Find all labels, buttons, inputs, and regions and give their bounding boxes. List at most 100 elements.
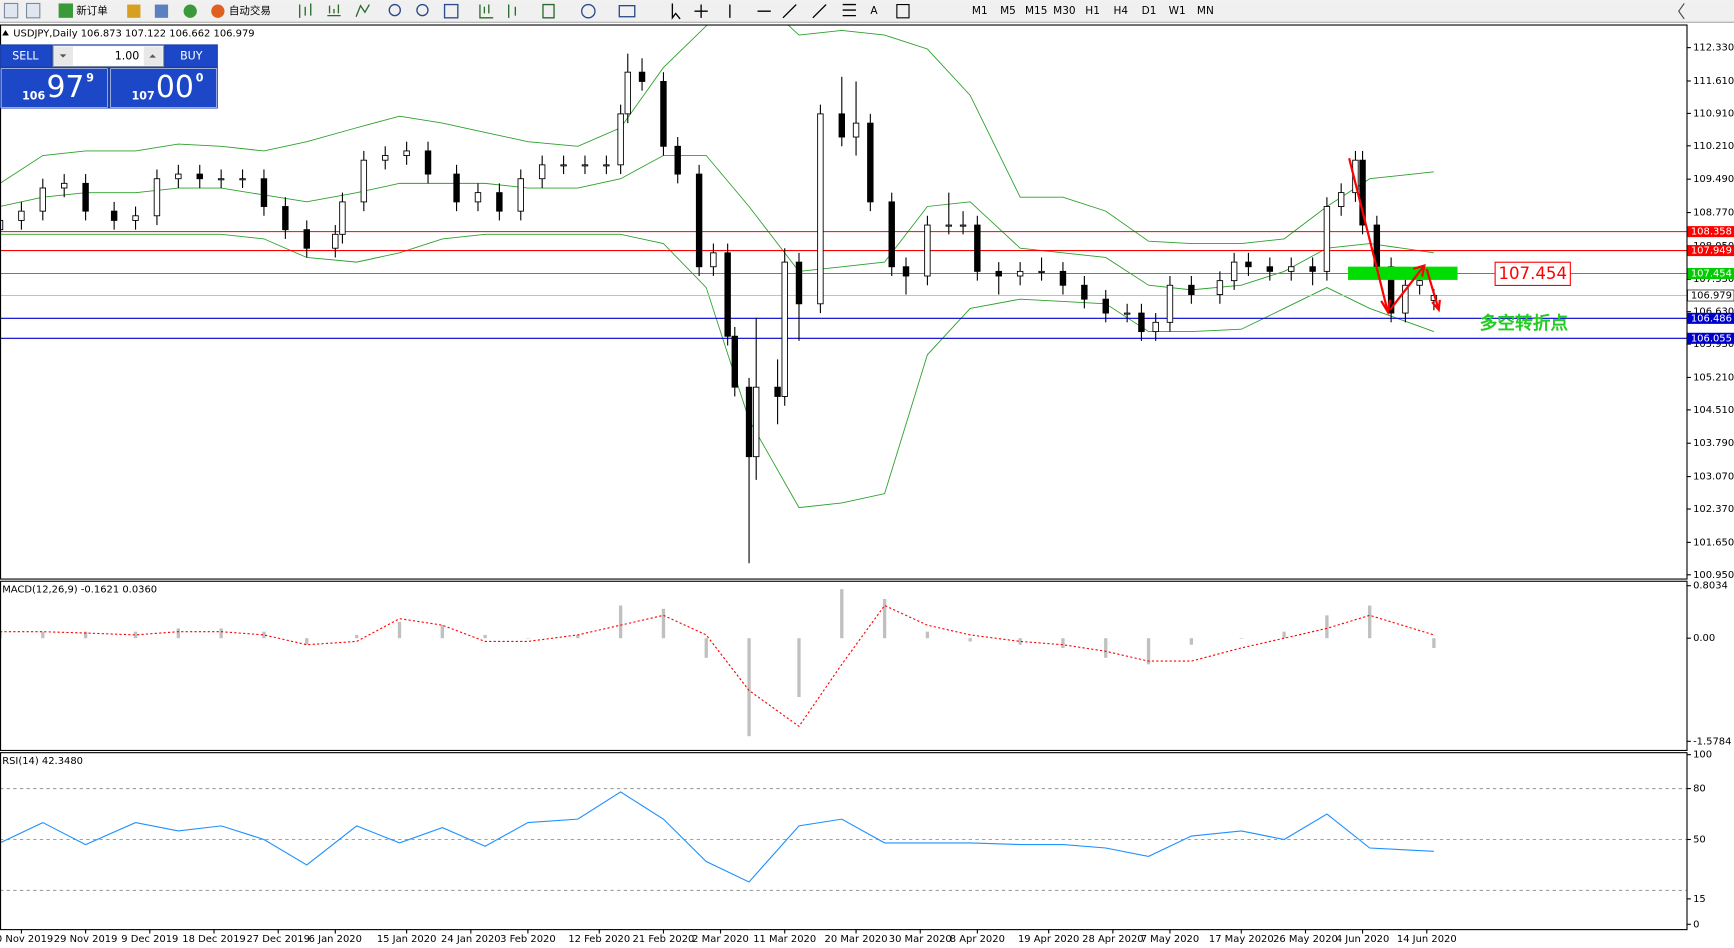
y-tick-label: 15	[1693, 894, 1706, 905]
auto-trading-icon[interactable]	[211, 4, 225, 18]
macd-bar	[797, 638, 801, 697]
macd-frame	[0, 580, 1688, 752]
y-tick-label: 0	[1693, 919, 1699, 930]
y-tick-label: 106.630	[1693, 307, 1734, 318]
macd-bar	[925, 631, 930, 639]
icon[interactable]	[671, 3, 681, 20]
x-tick-label: 6 Jan 2020	[309, 934, 362, 945]
candle-body	[175, 173, 182, 180]
bid-box[interactable]	[0, 68, 108, 108]
y-tick-label: 104.510	[1693, 405, 1734, 416]
sell-button[interactable]	[1, 45, 51, 67]
candle-body	[196, 173, 203, 180]
macd-bar	[840, 589, 844, 639]
new-order[interactable]: 新订单	[76, 4, 108, 17]
icon[interactable]	[416, 3, 429, 17]
lot-input[interactable]	[52, 44, 165, 68]
timeframe[interactable]: M1	[972, 5, 988, 17]
candle-body	[560, 164, 567, 167]
lot-value[interactable]: 1.00	[115, 50, 140, 63]
price-label: 107.454	[1691, 269, 1732, 280]
icon[interactable]	[508, 4, 516, 18]
icon[interactable]	[299, 3, 312, 18]
timeframe[interactable]: H1	[1085, 5, 1100, 17]
candle-body	[496, 192, 503, 212]
icon[interactable]	[542, 3, 555, 19]
ask-box[interactable]	[110, 68, 218, 108]
plot	[0, 24, 1687, 891]
zone-highlight	[1348, 266, 1458, 280]
y-tick-label: 50	[1693, 834, 1706, 845]
timeframe[interactable]: M5	[1000, 5, 1016, 17]
icon[interactable]	[896, 4, 910, 19]
macd-bar	[1325, 615, 1329, 639]
timeframe[interactable]: MN	[1197, 5, 1214, 17]
icon[interactable]	[3, 2, 19, 19]
candle-body	[260, 178, 268, 207]
candle-body	[695, 173, 703, 268]
icon[interactable]	[25, 2, 41, 19]
candle-body	[745, 386, 753, 458]
x-tick-label: 18 Dec 2019	[182, 934, 245, 945]
candle-body	[0, 219, 4, 231]
macd-bar	[397, 621, 402, 639]
icon[interactable]	[694, 4, 708, 18]
macd-bar	[1239, 638, 1243, 639]
icon[interactable]	[581, 3, 596, 19]
candle-body	[1152, 321, 1159, 333]
buy-button[interactable]	[165, 45, 217, 67]
icon[interactable]	[729, 3, 856, 19]
icon[interactable]	[1678, 3, 1685, 20]
x-tick-label: 24 Jan 2020	[441, 934, 501, 945]
arrow	[59, 54, 67, 58]
icon[interactable]	[327, 4, 341, 17]
macd-bar	[704, 638, 708, 658]
timeframe[interactable]: W1	[1169, 5, 1186, 17]
y-tick-label: 107.330	[1693, 274, 1734, 285]
icon[interactable]	[443, 3, 459, 19]
candle-body	[617, 113, 624, 166]
bid-big: 97	[46, 70, 84, 105]
new-order-icon[interactable]	[58, 3, 73, 18]
icon[interactable]	[388, 3, 401, 17]
collapse-icon[interactable]	[2, 29, 9, 36]
auto-trading[interactable]: 自动交易	[229, 4, 271, 17]
candle-body	[18, 210, 25, 221]
candle-body	[774, 386, 781, 397]
x-tick-label: 30 Mar 2020	[889, 934, 952, 945]
candle-body	[888, 201, 895, 268]
icon[interactable]	[355, 4, 370, 17]
icon[interactable]	[618, 5, 636, 18]
x-tick-label: 12 Feb 2020	[568, 934, 630, 945]
candle-body	[517, 178, 524, 212]
icon[interactable]	[154, 4, 169, 18]
macd-bar	[262, 631, 266, 639]
y-tick-label: 80	[1693, 784, 1706, 795]
macd-bar	[41, 631, 45, 639]
price-label: 106.979	[1691, 291, 1732, 302]
y-tick-label: 0.8034	[1693, 581, 1728, 592]
candle-body	[332, 233, 339, 249]
annotation-note: 多空转折点	[1480, 312, 1569, 334]
timeframe[interactable]: H4	[1114, 5, 1129, 17]
candle-body	[624, 71, 631, 115]
x-tick-label: 27 Dec 2019	[246, 934, 309, 945]
buy-label[interactable]: BUY	[180, 50, 203, 63]
rsi-label: RSI(14) 42.3480	[2, 756, 83, 767]
candle-body	[360, 159, 368, 203]
sell-label[interactable]: SELL	[12, 50, 39, 63]
timeframe[interactable]: D1	[1142, 5, 1157, 17]
icon[interactable]	[479, 4, 494, 19]
timeframe[interactable]: M30	[1053, 5, 1075, 17]
timeframe[interactable]: M15	[1025, 5, 1047, 17]
x-tick-label: 15 Jan 2020	[377, 934, 437, 945]
axes: 112.330 111.610 110.910 110.210 109.490 108.7…	[0, 43, 1734, 945]
candle-body	[217, 178, 225, 181]
icon-text[interactable]: A	[870, 5, 878, 17]
y-tick-label: 102.370	[1693, 504, 1734, 515]
icon[interactable]	[183, 4, 197, 18]
icon[interactable]	[127, 4, 141, 18]
x-tick-label: 29 Nov 2019	[54, 934, 118, 945]
candle-body	[1288, 266, 1295, 272]
